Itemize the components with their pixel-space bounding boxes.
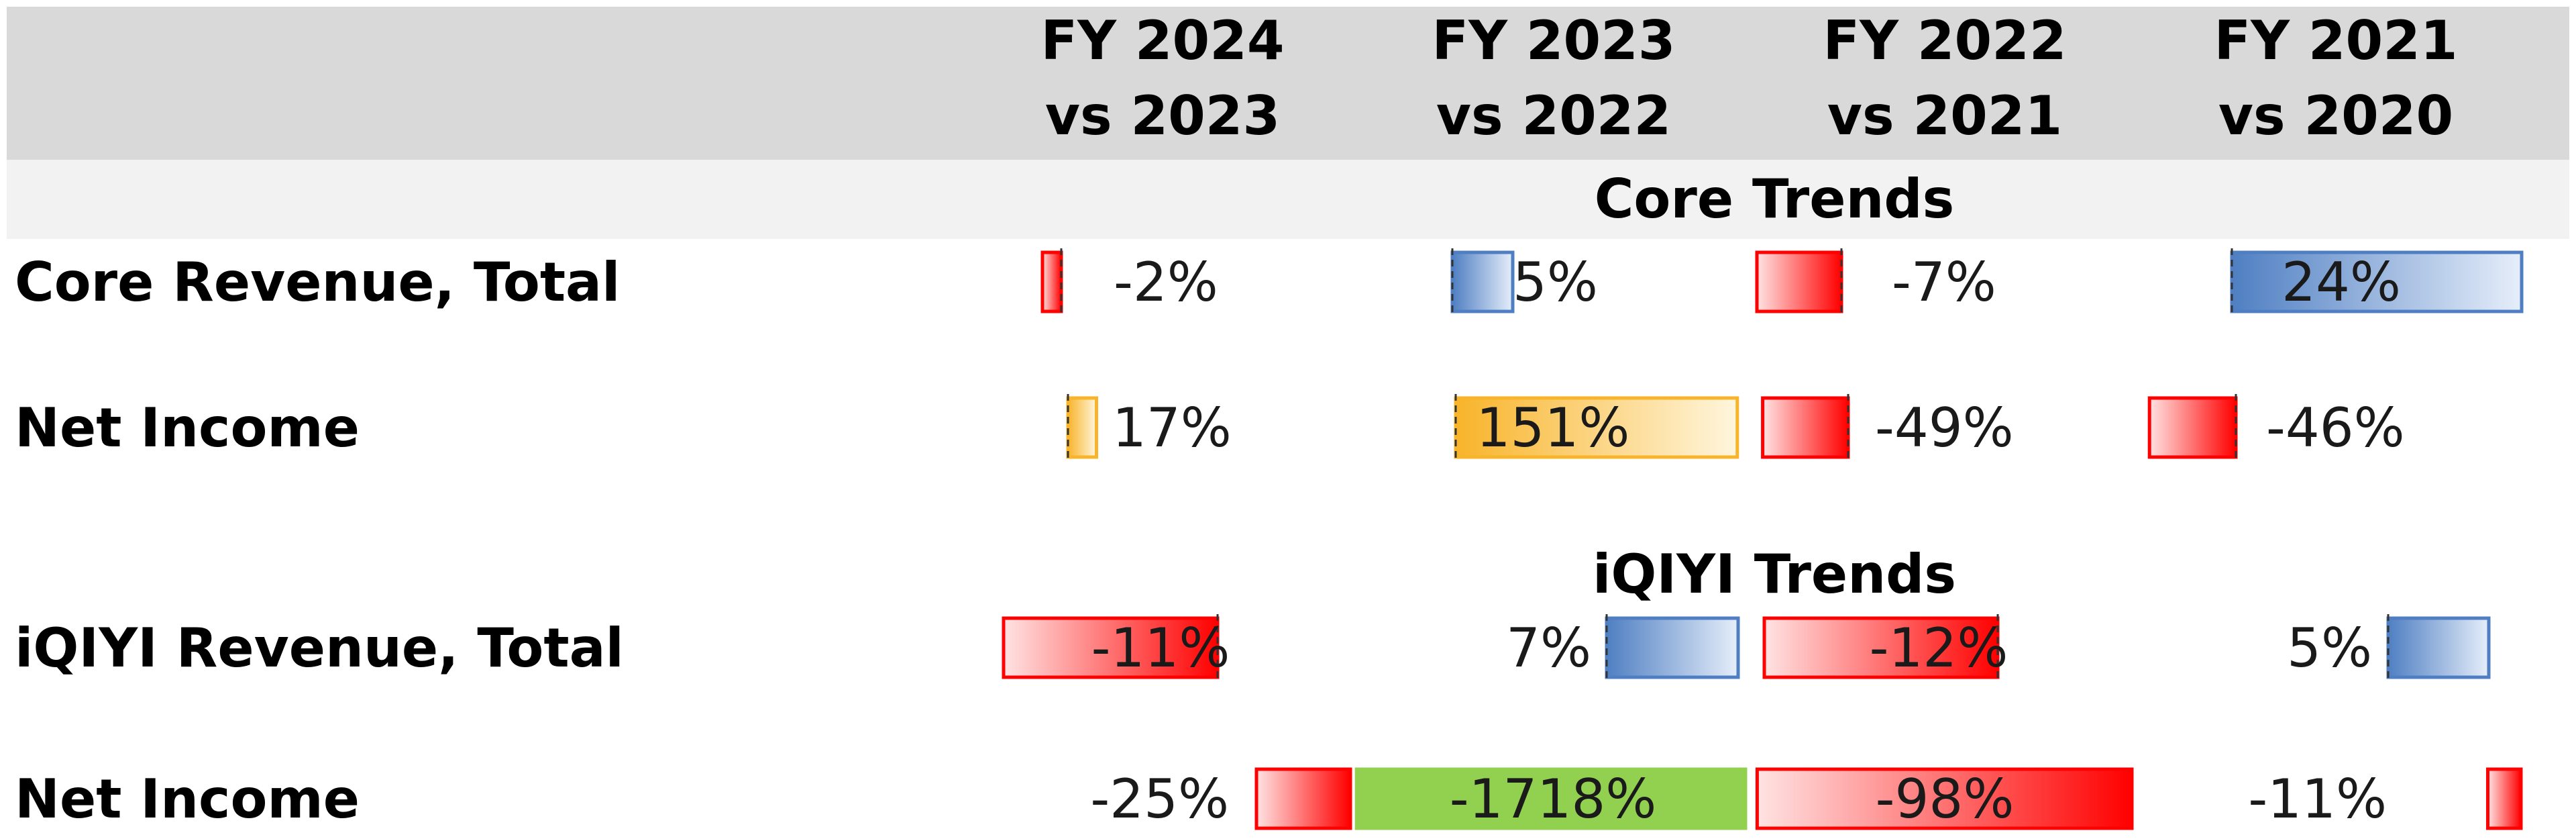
bar-2-2-1: [1254, 767, 1352, 830]
bar-1-1-4: [2230, 250, 2524, 313]
header-band: [7, 7, 2569, 160]
value-label-2-2-1: -25%: [1090, 768, 1229, 830]
bar-2-2-2: [1354, 767, 1748, 830]
value-label-1-1-1: -2%: [1114, 251, 1218, 313]
bar-1-2-4: [2147, 396, 2238, 459]
row-label-1-2: Net Income: [15, 397, 360, 459]
bar-1-1-2: [1450, 250, 1515, 313]
bar-1-2-2: [1454, 396, 1739, 459]
value-label-1-2-4: -46%: [2266, 397, 2405, 459]
column-header-1-line-2: vs 2023: [1045, 85, 1280, 147]
bar-1-1-3: [1755, 250, 1843, 313]
column-header-3-line-2: vs 2021: [1827, 85, 2062, 147]
value-label-1-1-4: 24%: [2282, 251, 2401, 313]
value-label-2-2-4: -11%: [2248, 768, 2387, 830]
value-label-1-2-3: -49%: [1875, 397, 2014, 459]
section-title-1: Core Trends: [1595, 168, 1955, 230]
bar-2-1-3: [1762, 616, 2000, 679]
column-header-2-line-1: FY 2023: [1432, 9, 1675, 72]
section-title-2: iQIYI Trends: [1593, 543, 1956, 605]
value-label-2-1-1: -11%: [1091, 617, 1230, 679]
value-label-1-2-1: 17%: [1112, 397, 1232, 459]
column-header-1-line-1: FY 2024: [1040, 9, 1284, 72]
value-label-2-1-4: 5%: [2287, 617, 2372, 679]
row-label-1-1: Core Revenue, Total: [15, 251, 620, 313]
value-label-2-1-3: -12%: [1870, 617, 2008, 679]
bar-2-1-1: [1002, 616, 1220, 679]
value-label-1-1-2: 5%: [1513, 251, 1598, 313]
value-label-1-2-2: 151%: [1477, 397, 1630, 459]
bar-2-2-4: [2486, 767, 2523, 830]
bar-2-1-4: [2386, 616, 2491, 679]
value-label-2-2-3: -98%: [1876, 768, 2015, 830]
value-label-1-1-3: -7%: [1892, 251, 1996, 313]
column-header-4-line-1: FY 2021: [2214, 9, 2457, 72]
bar-1-1-1: [1040, 250, 1063, 313]
section-band-core: [7, 160, 2569, 239]
bar-1-2-3: [1761, 396, 1850, 459]
row-label-2-1: iQIYI Revenue, Total: [15, 617, 624, 679]
value-label-2-1-2: 7%: [1506, 617, 1591, 679]
column-header-3-line-1: FY 2022: [1823, 9, 2066, 72]
row-label-2-2: Net Income: [15, 768, 360, 830]
column-header-2-line-2: vs 2022: [1436, 85, 1671, 147]
column-header-4-line-2: vs 2020: [2218, 85, 2453, 147]
bar-2-1-2: [1605, 616, 1740, 679]
bar-1-2-1: [1066, 396, 1098, 459]
value-label-2-2-2: -1718%: [1450, 768, 1656, 830]
bar-2-2-3: [1755, 767, 2134, 830]
